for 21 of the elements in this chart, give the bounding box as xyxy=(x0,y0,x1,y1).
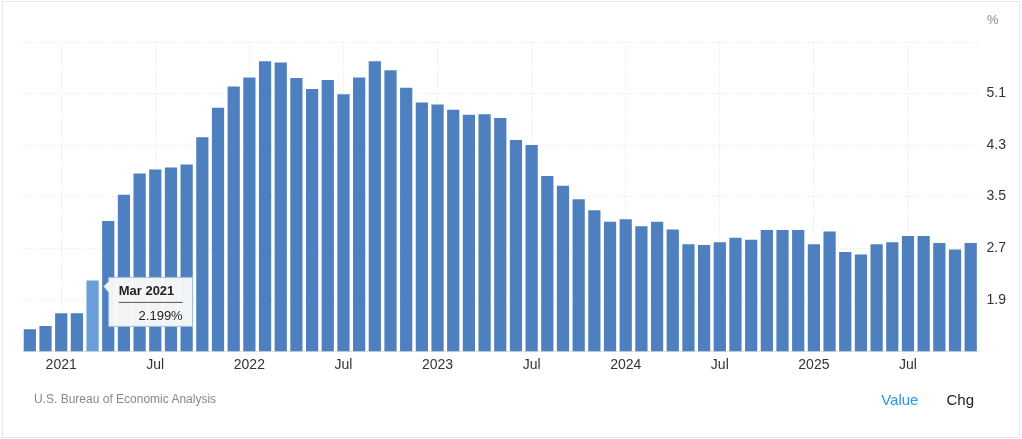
y-tick-label: 2.7 xyxy=(986,238,1007,255)
x-tick-label: Jul xyxy=(334,356,353,373)
y-tick-label: 3.5 xyxy=(986,187,1007,204)
y-tick-label: 1.9 xyxy=(986,290,1007,307)
x-tick-label: Jul xyxy=(899,356,917,373)
text: Value xyxy=(881,391,919,408)
text: U.S. Bureau of Economic Analysis xyxy=(34,392,217,406)
y-axis-title: % xyxy=(987,12,999,27)
annotation: 2.199% xyxy=(138,307,184,323)
x-tick-label: Jul xyxy=(710,356,729,373)
x-tick-label: 2024 xyxy=(610,356,642,373)
x-tick-label: Jul xyxy=(522,356,541,373)
x-tick-label: Jul xyxy=(146,356,165,373)
y-tick-label: 5.1 xyxy=(986,84,1007,101)
x-tick-label: 2025 xyxy=(798,356,830,373)
x-tick-label: 2022 xyxy=(233,356,266,373)
x-tick-label: 2021 xyxy=(45,356,77,373)
x-tick-label: 2023 xyxy=(421,356,454,373)
text: Chg xyxy=(946,391,974,408)
y-tick-label: 4.3 xyxy=(986,135,1007,152)
annotation: Mar 2021 xyxy=(118,282,175,298)
